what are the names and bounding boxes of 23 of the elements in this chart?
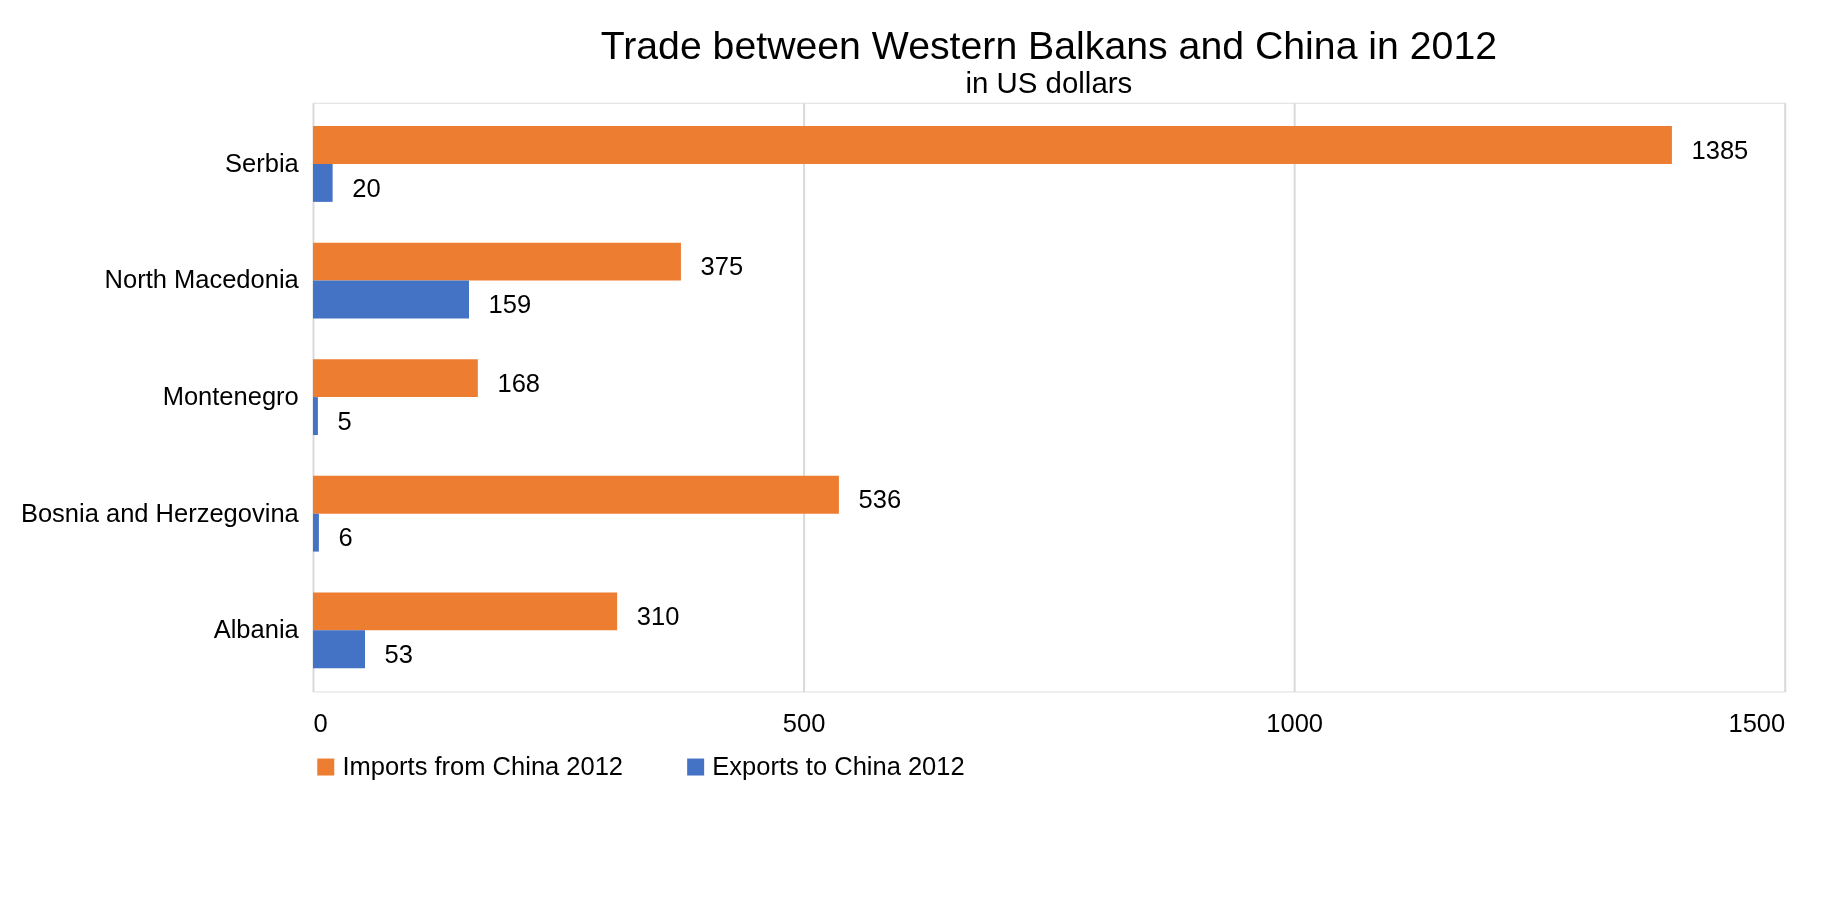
- data-label: 375: [700, 252, 744, 281]
- chart-title: Trade between Western Balkans and China in 2012: [600, 22, 1498, 67]
- data-label: 6: [338, 523, 353, 552]
- legend-label: Exports to China 2012: [712, 751, 965, 780]
- x-tick-label: 500: [782, 709, 826, 738]
- data-label: 1385: [1691, 135, 1749, 164]
- legend-label: Imports from China 2012: [342, 751, 624, 780]
- x-tick-label: 0: [313, 709, 328, 738]
- y-tick-label: North Macedonia: [104, 265, 300, 294]
- y-tick-label: Serbia: [225, 148, 300, 177]
- x-tick-label: 1000: [1266, 709, 1324, 738]
- data-label: 53: [384, 639, 413, 668]
- y-tick-label: Montenegro: [162, 381, 299, 410]
- data-label: 159: [488, 290, 532, 319]
- chart-subtitle: in US dollars: [965, 65, 1133, 99]
- data-label: 20: [352, 173, 381, 202]
- y-tick-label: Bosnia and Herzegovina: [20, 498, 300, 527]
- data-label: 168: [497, 368, 540, 397]
- y-tick-label: Albania: [213, 615, 300, 644]
- data-label: 5: [337, 406, 352, 435]
- x-tick-label: 1500: [1728, 709, 1786, 738]
- data-label: 536: [858, 485, 902, 514]
- data-label: 310: [636, 602, 680, 631]
